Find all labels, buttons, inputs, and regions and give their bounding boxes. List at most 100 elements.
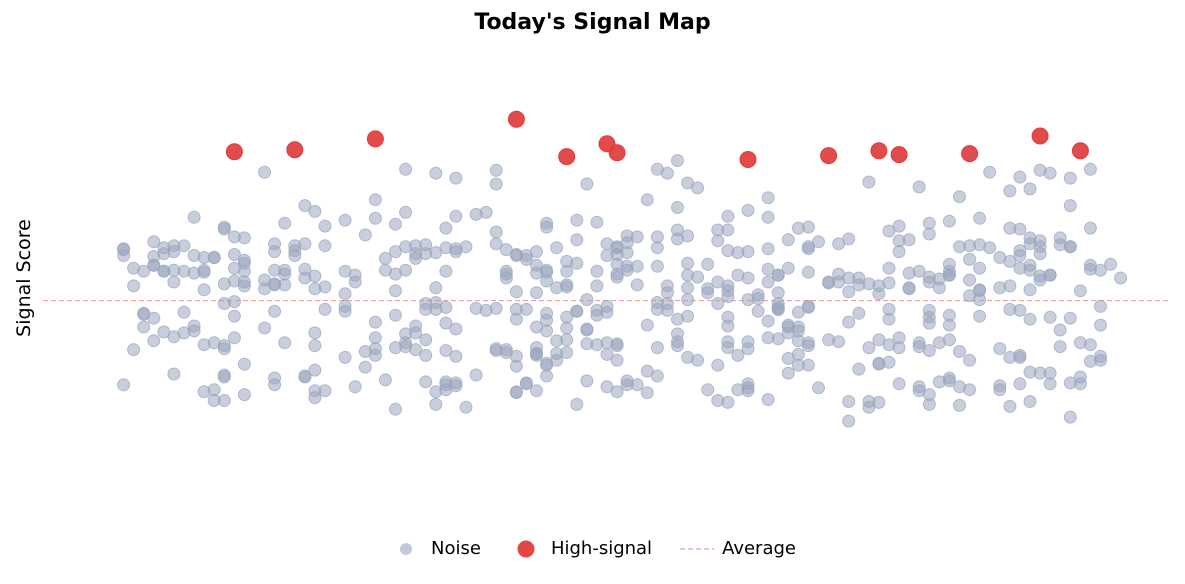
noise-point xyxy=(892,377,906,391)
noise-point xyxy=(872,356,886,370)
noise-point xyxy=(227,230,241,244)
noise-point xyxy=(832,267,846,281)
high-signal-point xyxy=(286,141,304,159)
high-signal-point xyxy=(225,143,243,161)
high-signal-point xyxy=(507,110,525,128)
noise-point xyxy=(409,247,423,261)
noise-point xyxy=(338,213,352,227)
noise-point xyxy=(489,301,503,315)
noise-point xyxy=(419,297,433,310)
noise-point xyxy=(419,375,433,389)
noise-point xyxy=(590,279,604,293)
noise-point xyxy=(932,336,946,350)
noise-point xyxy=(922,216,936,230)
noise-point xyxy=(227,248,241,261)
noise-point xyxy=(791,358,805,372)
high-signal-points xyxy=(225,110,1089,168)
noise-point xyxy=(167,263,181,277)
noise-point xyxy=(590,264,604,278)
noise-point xyxy=(519,252,533,266)
noise-point xyxy=(892,341,906,355)
noise-point xyxy=(580,337,594,351)
noise-point xyxy=(237,388,251,402)
noise-point xyxy=(942,371,956,385)
noise-point xyxy=(258,321,272,335)
noise-point xyxy=(671,154,684,167)
noise-point xyxy=(560,346,574,359)
noise-point xyxy=(842,285,856,299)
noise-point xyxy=(147,334,161,348)
noise-point xyxy=(1094,263,1107,277)
noise-point xyxy=(409,343,423,357)
noise-point xyxy=(1043,310,1057,324)
noise-point xyxy=(973,283,987,297)
noise-point xyxy=(207,383,221,397)
noise-point xyxy=(237,253,251,267)
noise-point xyxy=(963,289,977,303)
noise-point xyxy=(237,279,251,293)
noise-point xyxy=(721,341,735,355)
noise-point xyxy=(530,266,543,280)
high-signal-point xyxy=(1031,127,1049,145)
noise-point xyxy=(812,381,825,395)
noise-point xyxy=(509,359,523,373)
noise-point xyxy=(711,297,725,310)
noise-point xyxy=(499,267,513,281)
noise-point xyxy=(258,165,272,179)
noise-point xyxy=(540,369,554,383)
noise-point xyxy=(922,388,936,402)
noise-point xyxy=(358,360,372,374)
noise-point xyxy=(439,300,453,314)
noise-point xyxy=(801,336,815,350)
noise-point xyxy=(167,275,181,289)
noise-point xyxy=(671,201,684,214)
noise-point xyxy=(781,261,795,275)
noise-point xyxy=(1094,299,1107,313)
noise-point xyxy=(469,301,483,315)
high-signal-point xyxy=(1071,142,1089,160)
noise-point xyxy=(187,324,201,338)
noise-point xyxy=(167,367,181,381)
noise-point xyxy=(389,402,402,416)
noise-point xyxy=(499,346,513,359)
noise-point xyxy=(439,221,453,235)
noise-point xyxy=(600,299,614,313)
noise-point xyxy=(439,264,453,278)
noise-point xyxy=(570,213,584,227)
noise-point xyxy=(449,209,463,223)
noise-point xyxy=(1053,238,1067,252)
noise-point xyxy=(1013,377,1027,391)
noise-point xyxy=(842,232,856,246)
noise-point xyxy=(862,341,876,355)
noise-point xyxy=(610,257,624,271)
noise-point xyxy=(227,331,241,345)
noise-point xyxy=(640,386,654,400)
noise-point xyxy=(852,306,866,320)
noise-point xyxy=(268,237,282,251)
noise-point xyxy=(942,214,956,228)
noise-point xyxy=(429,385,443,399)
noise-point xyxy=(761,314,775,328)
noise-point xyxy=(1043,366,1057,380)
noise-point xyxy=(963,353,977,367)
noise-point xyxy=(338,264,352,278)
legend-label-average: Average xyxy=(722,538,796,559)
high-signal-point xyxy=(820,147,838,165)
noise-point xyxy=(650,341,664,355)
noise-point xyxy=(862,400,876,414)
noise-point xyxy=(963,252,977,266)
noise-point xyxy=(801,265,815,279)
noise-point xyxy=(157,325,171,339)
noise-point xyxy=(942,257,956,271)
noise-point xyxy=(711,275,725,289)
noise-points xyxy=(117,154,1128,428)
noise-point xyxy=(973,309,987,323)
high-signal-point xyxy=(608,144,626,162)
noise-point xyxy=(298,370,312,384)
noise-point xyxy=(1073,284,1087,298)
noise-point xyxy=(650,241,664,255)
noise-point xyxy=(389,284,402,298)
noise-point xyxy=(368,331,382,345)
noise-point xyxy=(671,327,684,341)
noise-point xyxy=(711,223,725,237)
